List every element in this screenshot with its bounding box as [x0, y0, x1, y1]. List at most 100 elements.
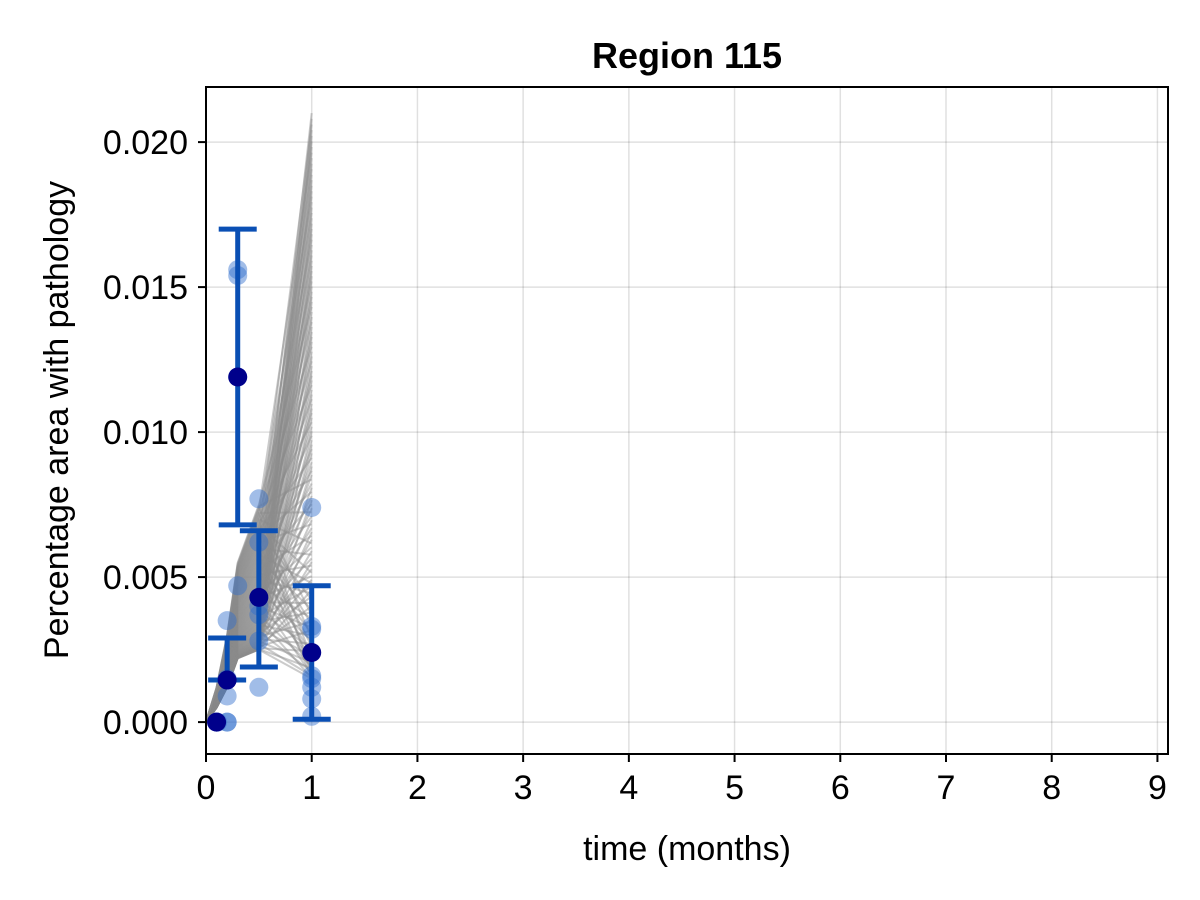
trajectory-line: [205, 579, 313, 723]
trajectory-line: [205, 118, 313, 723]
x-tick-label: 7: [937, 769, 956, 807]
trajectory-line: [205, 623, 312, 723]
x-tick-label: 8: [1042, 769, 1061, 807]
trajectory-line: [205, 389, 313, 723]
y-tick-label: 0.000: [103, 704, 188, 742]
trajectory-line: [205, 244, 313, 723]
trajectory-line: [205, 129, 313, 723]
y-axis-label: Percentage area with pathology: [38, 181, 76, 659]
trajectory-lines: [205, 112, 313, 723]
trajectory-line: [205, 511, 313, 723]
trajectory-line: [205, 550, 313, 723]
trajectory-line: [205, 597, 313, 723]
y-tick-label: 0.005: [103, 559, 188, 597]
mean-point: [228, 367, 248, 387]
trajectory-line: [205, 286, 313, 723]
trajectory-line: [205, 553, 313, 723]
trajectory-line: [205, 564, 312, 723]
trajectory-line: [205, 563, 313, 723]
trajectory-line: [205, 535, 313, 723]
trajectory-line: [205, 557, 313, 723]
trajectory-line: [205, 365, 313, 723]
trajectory-line: [205, 558, 313, 723]
trajectory-line: [205, 617, 313, 723]
trajectory-line: [205, 356, 313, 723]
trajectory-line: [205, 647, 312, 723]
observation-point: [217, 686, 237, 706]
trajectory-line: [205, 375, 313, 723]
trajectory-line: [205, 524, 313, 723]
trajectory-line: [205, 439, 313, 723]
observation-point: [228, 576, 248, 596]
trajectory-line: [205, 547, 312, 723]
trajectory-line: [205, 370, 313, 723]
observation-point: [249, 677, 269, 697]
y-tick-label: 0.020: [103, 124, 188, 162]
x-tick-label: 0: [197, 769, 216, 807]
trajectory-line: [205, 212, 313, 723]
plot-frame: [205, 86, 1169, 755]
mean-point: [207, 712, 227, 732]
x-tick-label: 3: [514, 769, 533, 807]
y-axis-ticks: 0.000 0.005 0.010 0.015 0.020: [103, 124, 206, 742]
trajectory-line: [205, 592, 313, 723]
trajectory-line: [205, 141, 313, 723]
trajectory-line: [205, 611, 312, 723]
x-axis-label: time (months): [583, 830, 791, 868]
trajectory-line: [205, 457, 313, 723]
trajectory-line: [205, 435, 313, 723]
trajectory-line: [205, 380, 313, 723]
trajectory-line: [205, 613, 313, 723]
trajectory-line: [205, 341, 313, 723]
trajectory-line: [205, 426, 313, 723]
trajectory-line: [205, 403, 313, 723]
trajectory-line: [205, 507, 313, 723]
trajectory-line: [205, 331, 313, 723]
trajectory-line: [205, 552, 313, 723]
trajectory-line: [205, 201, 313, 723]
trajectory-line: [205, 234, 313, 723]
mean-point: [217, 670, 237, 690]
trajectory-line: [205, 346, 313, 723]
trajectory-line: [205, 568, 313, 723]
trajectory-line: [205, 642, 313, 723]
trajectory-line: [205, 531, 313, 723]
x-tick-label: 1: [302, 769, 321, 807]
trajectory-line: [205, 505, 313, 723]
trajectory-line: [205, 174, 313, 723]
trajectory-line: [205, 260, 313, 723]
trajectory-line: [205, 124, 313, 723]
mean-point: [302, 643, 322, 662]
trajectory-line: [205, 478, 313, 723]
trajectory-line: [205, 163, 313, 723]
chart-title: Region 115: [592, 35, 782, 76]
trajectory-line: [205, 301, 313, 723]
trajectory-line: [205, 250, 313, 723]
trajectory-line: [205, 453, 313, 723]
trajectory-line: [205, 218, 313, 723]
observation-point: [302, 498, 322, 517]
trajectory-line: [205, 539, 313, 723]
trajectory-line: [205, 629, 312, 723]
trajectory-line: [205, 638, 312, 723]
trajectory-line: [205, 503, 313, 723]
trajectory-line: [205, 568, 313, 723]
trajectory-line: [205, 487, 313, 723]
trajectory-line: [205, 529, 313, 723]
trajectory-line: [205, 296, 313, 723]
trajectory-line: [205, 276, 313, 723]
x-tick-label: 2: [408, 769, 427, 807]
trajectory-line: [205, 191, 313, 723]
trajectory-line: [205, 517, 313, 723]
trajectory-line: [205, 585, 313, 723]
x-axis-ticks: 0 1 2 3 4 5 6 7 8 9: [197, 754, 1167, 807]
trajectory-line: [205, 524, 313, 723]
trajectory-line: [205, 412, 313, 723]
trajectory-line: [205, 574, 313, 723]
trajectory-line: [205, 281, 313, 723]
trajectory-line: [205, 523, 313, 723]
trajectory-line: [205, 546, 313, 723]
trajectory-line: [205, 511, 312, 723]
trajectory-line: [205, 466, 313, 723]
